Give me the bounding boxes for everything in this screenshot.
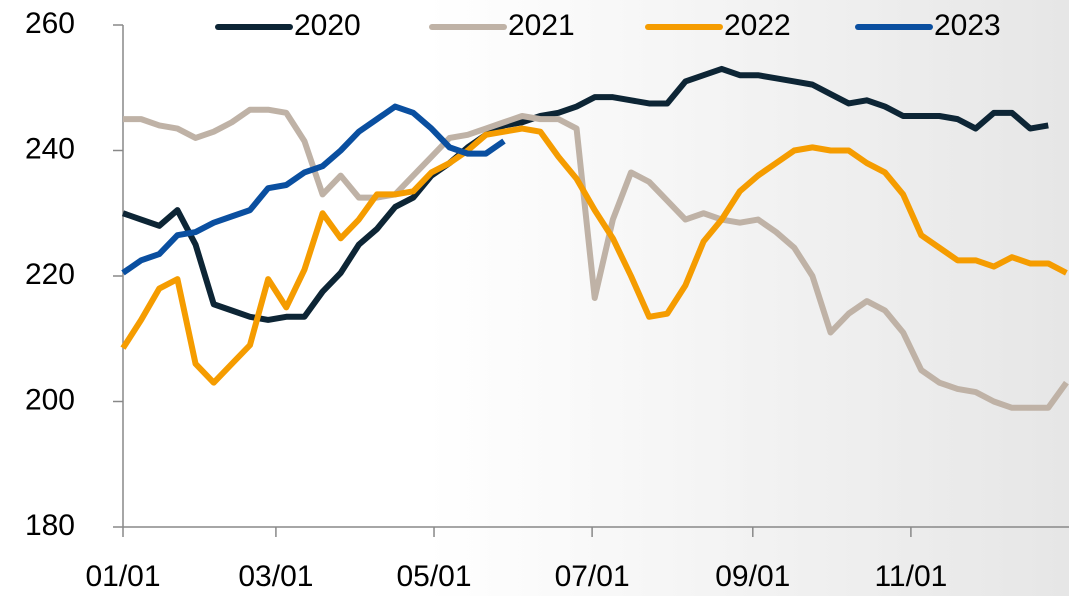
x-tick-label: 11/01 [874,560,947,593]
x-tick-label: 09/01 [715,560,790,593]
line-series [122,65,1049,323]
y-tick-label: 180 [25,509,75,542]
line-series [121,103,506,276]
legend-label: 2022 [724,9,791,42]
x-tick-label: 01/01 [85,560,160,593]
legend-label: 2023 [934,9,1001,42]
x-tick-label: 05/01 [396,560,471,593]
y-tick-label: 260 [25,7,75,40]
y-tick-label: 220 [25,258,75,291]
x-tick-label: 03/01 [238,560,313,593]
line-series [120,125,1068,386]
line-series [123,106,1069,411]
y-tick-label: 200 [25,383,75,416]
legend-label: 2021 [508,9,575,42]
y-tick-label: 240 [25,132,75,165]
legend-label: 2020 [294,9,361,42]
x-tick-label: 07/01 [555,560,630,593]
